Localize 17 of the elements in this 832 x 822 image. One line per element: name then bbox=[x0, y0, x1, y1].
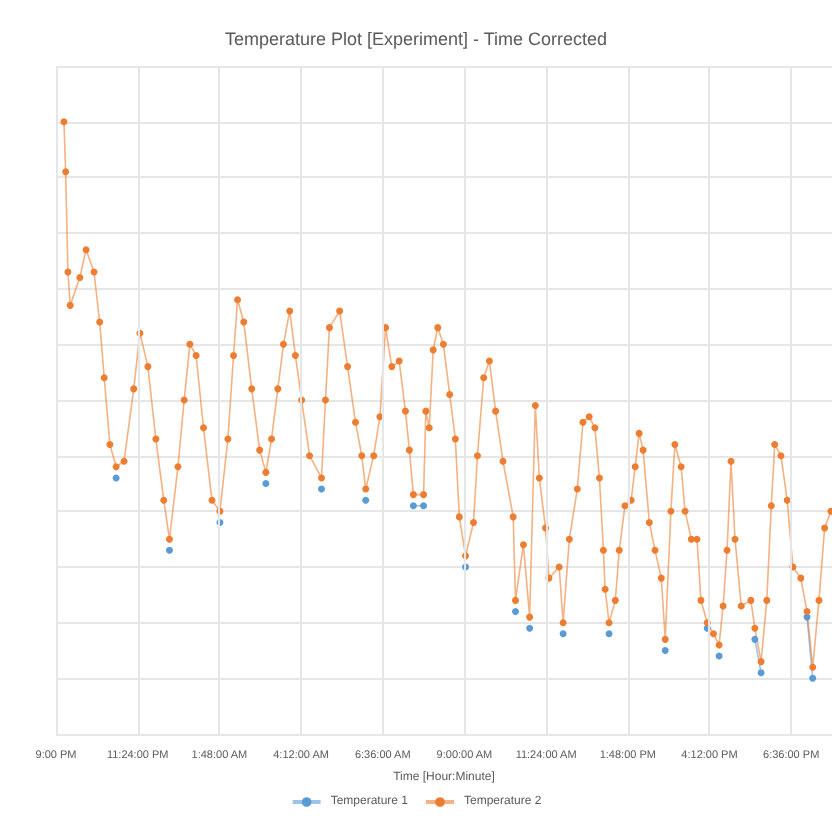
point bbox=[559, 630, 567, 638]
point bbox=[112, 474, 120, 482]
point bbox=[262, 480, 270, 487]
point bbox=[757, 669, 765, 677]
point bbox=[715, 652, 723, 660]
point bbox=[511, 608, 519, 616]
point bbox=[409, 502, 417, 510]
point bbox=[317, 485, 325, 493]
point bbox=[420, 502, 428, 510]
point bbox=[605, 630, 613, 638]
point bbox=[165, 546, 173, 554]
point bbox=[809, 674, 817, 682]
point bbox=[362, 496, 370, 504]
point bbox=[526, 624, 534, 632]
chart-title: Temperature Plot [Experiment] - Time Corrected bbox=[224, 29, 608, 49]
point bbox=[661, 647, 669, 654]
point bbox=[751, 635, 759, 643]
